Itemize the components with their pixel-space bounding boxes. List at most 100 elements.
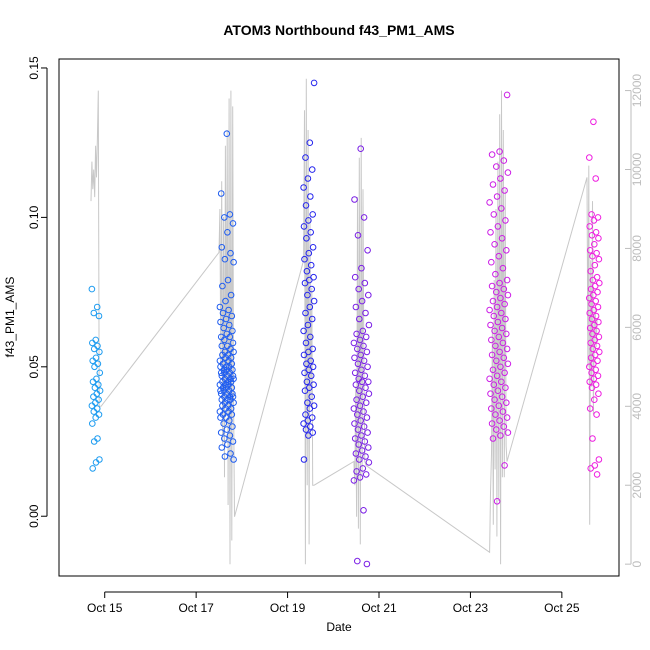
data-point [358,264,365,272]
data-point [501,187,508,194]
data-point [587,354,595,362]
data-point [586,294,593,302]
data-point [307,357,315,365]
data-point [500,285,508,293]
data-point [498,235,506,242]
data-point [593,411,600,418]
right-tick-label: 4000 [630,393,644,420]
data-point [304,417,312,424]
data-point [357,351,365,359]
data-point [229,220,237,227]
data-point [309,211,317,218]
data-point [504,169,512,176]
data-point [498,309,505,317]
data-point [500,157,508,164]
data-point [228,411,236,418]
data-point [360,214,368,221]
data-point [356,315,363,323]
data-point [227,291,235,299]
data-point [305,249,313,257]
data-point [363,560,371,568]
y-tick-label: 0.10 [27,205,41,229]
data-point [90,345,98,353]
data-point [487,390,494,398]
data-point [586,363,593,371]
data-point [492,342,499,350]
data-point [306,276,313,284]
data-point [302,202,310,209]
data-point [305,348,312,356]
data-point [229,327,236,335]
data-point [224,276,232,284]
x-tick-label: Oct 17 [178,601,214,615]
data-point [222,315,230,323]
data-point [89,420,96,427]
data-point [356,474,364,481]
data-point [88,285,96,293]
y-axis: 0.00 0.05 0.10 0.15 [27,56,48,528]
data-point [359,327,367,335]
data-point [350,477,358,484]
data-point [493,426,500,433]
data-point [486,199,493,206]
data-point [352,381,360,389]
data-point [365,321,373,329]
data-point [92,459,100,466]
data-point [93,375,100,383]
data-point [486,306,493,314]
data-point [353,468,360,475]
data-point [353,396,360,404]
data-point [221,255,229,263]
data-point [226,211,234,218]
data-point [496,348,503,356]
data-point [301,255,308,263]
data-point [493,498,501,505]
data-point [364,363,371,371]
data-point [352,303,360,311]
data-point [498,324,506,332]
data-point [493,193,501,200]
data-point [89,357,96,365]
data-point [226,333,234,341]
data-point [365,390,373,398]
secondary-line-layer [90,78,598,565]
data-point [350,339,358,347]
data-point [93,405,101,412]
data-point [491,241,498,248]
data-point [497,294,504,302]
data-point [503,276,511,284]
data-point [351,196,358,203]
data-point [588,232,596,239]
data-point [504,429,512,436]
data-point [501,462,508,469]
data-point [488,151,496,158]
data-point [351,369,359,377]
x-axis-label: Date [326,620,352,634]
data-point [586,223,594,230]
data-point [587,267,595,275]
data-point [301,279,309,287]
data-point [303,267,311,275]
data-point [222,297,229,305]
data-point [353,330,360,338]
data-point [359,465,367,472]
right-tick-label: 12000 [630,74,644,108]
data-point [586,154,593,161]
data-point [500,354,508,362]
data-point [502,217,509,224]
data-point [351,354,358,362]
data-point [498,378,505,386]
data-point [590,217,598,224]
data-point [586,378,594,386]
data-point [502,384,509,392]
data-point [489,297,497,305]
data-point [588,369,595,377]
data-point [590,306,598,314]
y-axis-label: f43_PM1_AMS [3,277,17,358]
data-point [494,387,502,395]
data-point [307,193,314,200]
data-point [308,166,316,173]
data-point [503,345,511,353]
data-point [495,333,503,341]
data-point [361,279,369,287]
